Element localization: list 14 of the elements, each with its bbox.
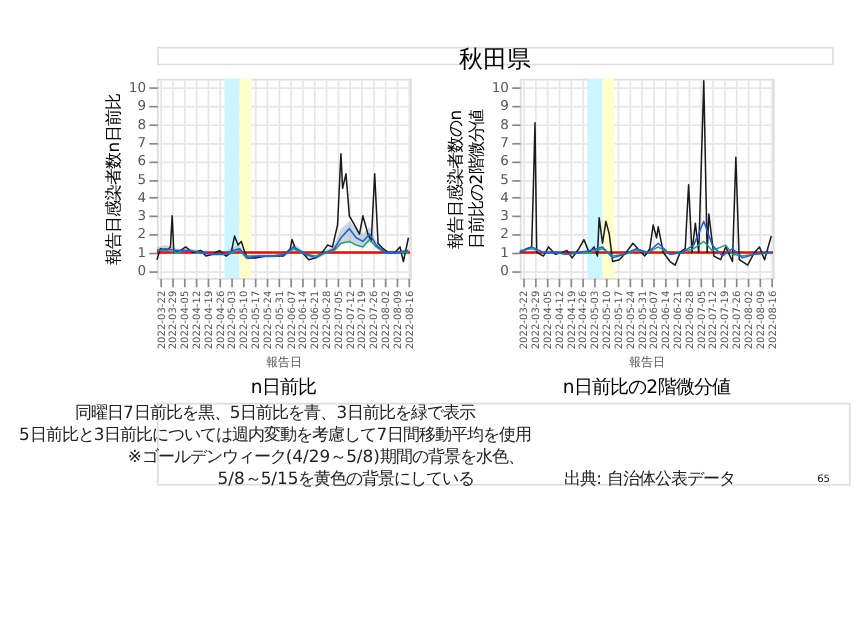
line-series bbox=[519, 220, 773, 259]
line-series bbox=[156, 227, 410, 259]
y-axis-title: 報告日感染者数n日前比 bbox=[102, 93, 123, 265]
text: 同曜日7日前比を黒、5日前比を青、3日前比を緑で表示 bbox=[75, 402, 476, 423]
text: 5日前比と3日前比については週内変動を考慮して7日間移動平均を使用 bbox=[19, 423, 532, 444]
text: n日前比の2階微分値 bbox=[562, 376, 731, 399]
line-series bbox=[156, 152, 410, 263]
text: 5/8～5/15を黄色の背景にしている bbox=[217, 467, 475, 488]
source-note: 出典: 自治体公表データ bbox=[564, 467, 736, 488]
text: 秋田県 bbox=[458, 45, 531, 73]
y-axis-title: 報告日感染者数のn日前比の2階微分値 bbox=[445, 109, 486, 249]
line-series bbox=[519, 79, 773, 266]
text: ※ゴールデンウィーク(4/29～5/8)期間の背景を水色、 bbox=[127, 445, 524, 466]
text: n日前比 bbox=[250, 376, 317, 399]
